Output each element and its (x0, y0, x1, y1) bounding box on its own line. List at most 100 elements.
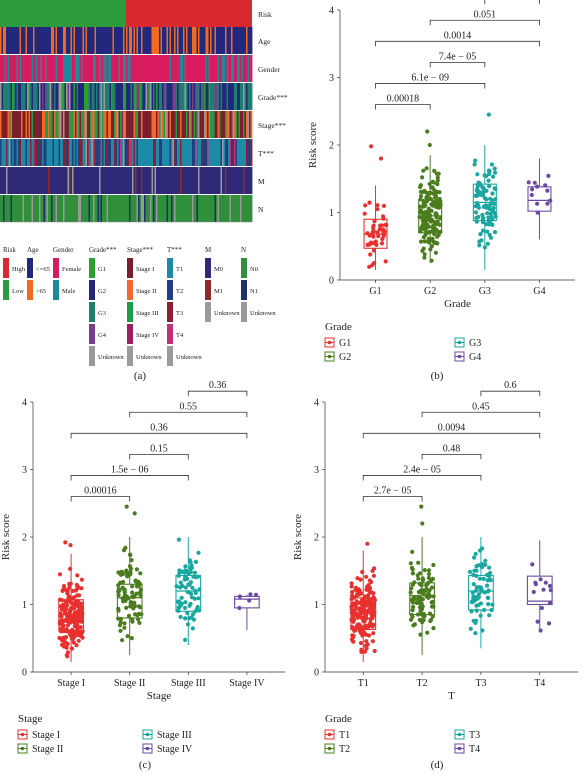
heatmap-cell (78, 55, 80, 82)
data-point (364, 615, 369, 621)
heatmap-cell (189, 27, 191, 54)
heatmap-cell (28, 195, 31, 222)
data-point (363, 203, 368, 208)
heatmap-cell (148, 83, 151, 110)
heatmap-cell (57, 195, 59, 222)
data-point (63, 617, 68, 622)
data-point (72, 616, 78, 621)
x-tick-label: G3 (479, 286, 491, 297)
heatmap-row-label: Gender (258, 65, 281, 74)
heatmap-cell (210, 111, 212, 138)
heatmap-cell (85, 111, 88, 138)
heatmap-cell (64, 27, 67, 54)
heatmap-cell (10, 167, 13, 194)
heatmap-cell (160, 55, 163, 82)
heatmap-cell (180, 195, 182, 222)
heatmap-cell (28, 139, 31, 166)
heatmap-cell (241, 83, 244, 110)
heatmap-cell (205, 27, 208, 54)
p-value-label: 0.45 (472, 401, 490, 412)
data-point (70, 588, 76, 594)
heatmap-cell (210, 55, 212, 82)
legend-a-swatch (241, 258, 247, 278)
data-point (369, 240, 374, 245)
data-point (526, 180, 531, 185)
heatmap-cell (172, 83, 175, 110)
heatmap-cell (189, 195, 191, 222)
heatmap-cell (93, 111, 95, 138)
heatmap-cell (21, 111, 23, 138)
data-point (418, 590, 423, 595)
heatmap-cell (237, 195, 239, 222)
heatmap-row-label: T*** (258, 149, 274, 158)
heatmap-cell (162, 55, 164, 82)
data-point (410, 608, 415, 613)
heatmap-cell (220, 111, 223, 138)
heatmap-cell (244, 195, 247, 222)
heatmap-cell (114, 111, 116, 138)
heatmap-cell (192, 195, 194, 222)
heatmap-cell (69, 27, 71, 54)
heatmap-cell (202, 111, 205, 138)
heatmap-cell (124, 55, 127, 82)
legend-key-dot (145, 746, 150, 751)
data-point (192, 596, 197, 601)
heatmap-cell (60, 27, 62, 54)
heatmap-cell (241, 27, 244, 54)
heatmap-cell (174, 139, 176, 166)
data-point (130, 619, 135, 624)
heatmap-cell (150, 167, 152, 194)
heatmap-cell (61, 83, 64, 110)
heatmap-cell (16, 27, 19, 54)
heatmap-cell (30, 27, 32, 54)
legend-a-item: M0 (214, 266, 223, 273)
heatmap-cell (181, 83, 184, 110)
data-point (529, 192, 534, 198)
heatmap-cell (106, 27, 109, 54)
heatmap-cell (73, 83, 76, 110)
data-point (492, 166, 497, 171)
data-point (355, 588, 360, 593)
data-point (420, 215, 425, 220)
panel-label-c: (c) (139, 759, 152, 771)
heatmap-cell (127, 111, 130, 138)
heatmap-cell (238, 195, 241, 222)
heatmap-cell (129, 139, 131, 166)
data-point (422, 239, 427, 244)
outlier-point (378, 156, 384, 161)
data-point (473, 631, 478, 636)
data-point (477, 576, 483, 581)
heatmap-cell (24, 167, 26, 194)
heatmap-cell (235, 139, 238, 166)
heatmap-cell (192, 55, 194, 82)
heatmap-cell (195, 111, 197, 138)
heatmap-cell (157, 111, 160, 138)
legend-item: G4 (454, 351, 481, 363)
data-point (72, 620, 77, 625)
heatmap-cell (39, 167, 41, 194)
data-point (432, 226, 437, 231)
data-point (360, 599, 365, 604)
heatmap-cell (66, 83, 68, 110)
heatmap-cell (202, 167, 205, 194)
heatmap-cell (162, 83, 164, 110)
comparison-bracket: 1.5e − 06 (70, 464, 189, 481)
heatmap-cell (181, 111, 184, 138)
data-point (409, 597, 414, 603)
heatmap-cell (216, 195, 218, 222)
legend-a-item: M1 (214, 288, 223, 295)
heatmap-cell (79, 195, 82, 222)
heatmap-cell (148, 111, 151, 138)
heatmap-cell (226, 27, 229, 54)
legend-title: Grade (325, 321, 352, 333)
heatmap-cell (250, 195, 253, 222)
p-value-label: 0.0094 (438, 422, 466, 433)
y-tick-label: 2 (329, 141, 334, 152)
heatmap-cell (76, 195, 79, 222)
data-point (467, 569, 473, 575)
heatmap-cell (123, 83, 125, 110)
heatmap-cell (111, 55, 113, 82)
heatmap-cell (31, 55, 34, 82)
heatmap-cell (196, 83, 199, 110)
heatmap-cell (202, 139, 205, 166)
